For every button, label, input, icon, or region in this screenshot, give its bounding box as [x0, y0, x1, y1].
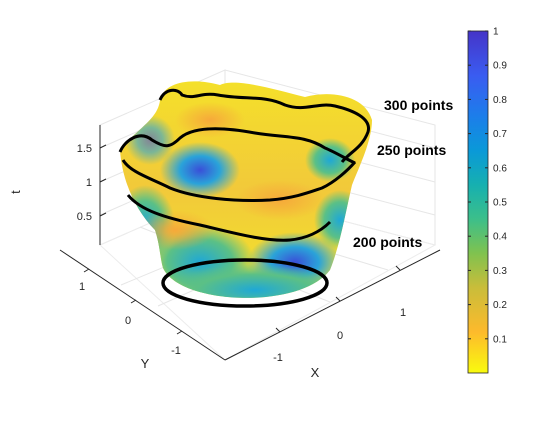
- colorbar-tick-label: 0.2: [493, 300, 507, 311]
- colorbar-tick-label: 0.5: [493, 198, 507, 209]
- contour-base: [161, 258, 329, 308]
- contour-line-200: [126, 194, 332, 242]
- contour-line-250-front: [121, 159, 357, 202]
- surface-feature: [305, 138, 355, 182]
- z-tick-label: 1.5: [77, 143, 92, 155]
- y-axis-ticks: 1 0 -1 Y: [79, 268, 183, 371]
- z-axis-ticks: 0.5 1 1.5 t: [8, 143, 107, 223]
- surface: [118, 81, 372, 308]
- contour-line-300: [158, 88, 370, 163]
- surface-feature: [175, 102, 245, 138]
- z-tick-label: 1: [86, 177, 92, 189]
- colorbar-tick-label: 0.6: [493, 163, 507, 174]
- surface-feature: [160, 264, 350, 298]
- axis-lines: [59, 125, 441, 361]
- colorbar: 0.1 0.2 0.3 0.4 0.5 0.6 0.7 0.8 0.9 1: [467, 27, 507, 374]
- y-tick-label: 0: [125, 315, 131, 327]
- contour-line-250: [118, 127, 356, 165]
- contour-annotations: 300 points 250 points 200 points: [353, 97, 453, 250]
- x-axis-label: X: [311, 365, 320, 380]
- x-tick-label: 1: [400, 307, 406, 319]
- colorbar-tick-label: 0.7: [493, 129, 507, 140]
- colorbar-tick-label: 0.9: [493, 61, 507, 72]
- colorbar-tick-label: 0.4: [493, 232, 507, 243]
- z-tick-label: 0.5: [77, 211, 92, 223]
- x-tick-label: 0: [337, 330, 343, 342]
- colorbar-tick-label: 0.8: [493, 95, 507, 106]
- surface-feature: [160, 142, 240, 198]
- y-tick-label: -1: [171, 345, 181, 357]
- y-tick-label: 1: [79, 281, 85, 293]
- y-axis-label: Y: [141, 356, 150, 371]
- annotation-200: 200 points: [353, 234, 422, 250]
- annotation-250: 250 points: [377, 142, 446, 158]
- x-axis-ticks: -1 0 1 X: [273, 265, 406, 380]
- colorbar-tick-label: 1: [493, 27, 499, 38]
- annotation-300: 300 points: [384, 97, 453, 113]
- colorbar-tick-label: 0.3: [493, 266, 507, 277]
- x-tick-label: -1: [273, 352, 283, 364]
- z-axis-label: t: [8, 190, 23, 194]
- colorbar-tick-label: 0.1: [493, 334, 507, 345]
